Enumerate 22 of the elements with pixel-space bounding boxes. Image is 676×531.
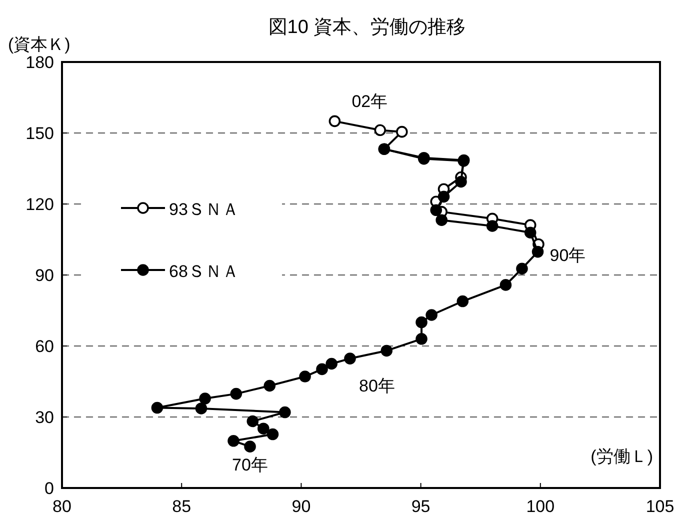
chart-title: 図10 資本、労働の推移 bbox=[268, 17, 466, 38]
x-tick-label: 100 bbox=[526, 497, 555, 516]
y-tick-label: 90 bbox=[35, 266, 54, 285]
y-tick-label: 120 bbox=[26, 195, 54, 214]
annotation: 90年 bbox=[550, 246, 586, 265]
y-tick-label: 0 bbox=[44, 479, 54, 498]
x-tick-label: 80 bbox=[52, 497, 72, 516]
y-tick-label: 150 bbox=[26, 124, 54, 143]
x-tick-label: 90 bbox=[292, 497, 311, 516]
annotation: 70年 bbox=[232, 456, 268, 475]
y-tick-label: 30 bbox=[35, 408, 54, 427]
annotation: 02年 bbox=[352, 92, 388, 112]
legend-label: 68ＳＮＡ bbox=[169, 262, 239, 281]
y-tick-label: 60 bbox=[35, 337, 54, 356]
x-axis-title: (労働Ｌ) bbox=[590, 447, 653, 466]
x-tick-label: 105 bbox=[646, 497, 674, 516]
x-tick-label: 95 bbox=[411, 497, 430, 516]
annotation: 80年 bbox=[359, 376, 395, 396]
x-tick-label: 85 bbox=[172, 497, 192, 516]
y-axis-title: (資本Ｋ) bbox=[8, 35, 70, 54]
y-tick-label: 180 bbox=[26, 53, 54, 72]
legend-label: 93ＳＮＡ bbox=[169, 200, 239, 219]
